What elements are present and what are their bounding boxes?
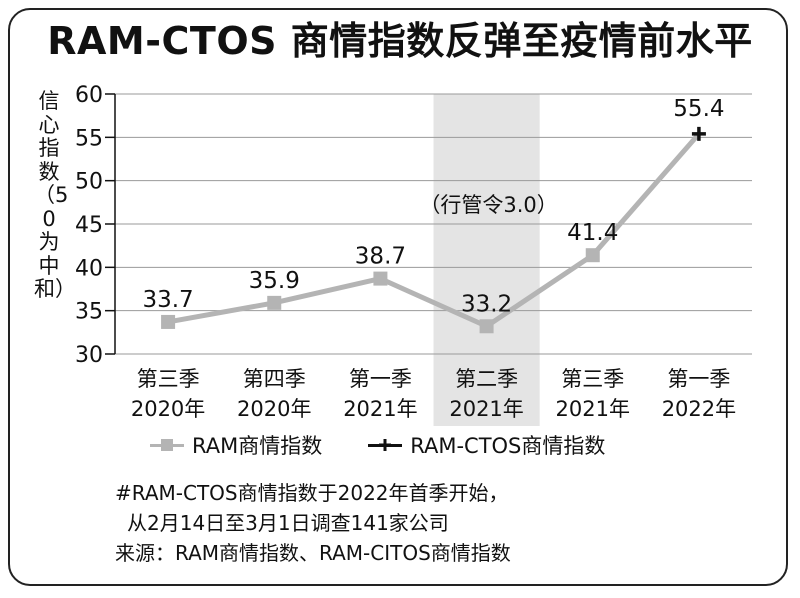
x-tick-label-0-1: 2020年 <box>131 397 205 421</box>
x-tick-label-5-1: 2022年 <box>662 397 736 421</box>
chart-title: RAM-CTOS 商情指数反弹至疫情前水平 <box>47 19 753 63</box>
x-tick-label-1-0: 第四季 <box>243 367 306 391</box>
y-tick-label-45: 45 <box>75 213 103 238</box>
x-tick-label-1-1: 2020年 <box>237 397 311 421</box>
data-point-ram-0 <box>161 314 176 329</box>
shaded-region <box>433 94 540 426</box>
y-tick-label-55: 55 <box>75 126 103 151</box>
legend-label-ram-ctos: RAM-CTOS商情指数 <box>410 434 606 458</box>
x-tick-label-4-0: 第三季 <box>561 367 624 391</box>
data-point-ram-ctos-5 <box>691 126 706 141</box>
data-point-ram-1 <box>267 295 282 310</box>
data-point-ram-4 <box>585 248 600 263</box>
y-tick-label-30: 30 <box>75 343 103 368</box>
legend-marker-ram-ctos <box>368 435 403 455</box>
x-tick-label-5-0: 第一季 <box>667 367 730 391</box>
data-point-ram-2 <box>373 271 388 286</box>
chart-legend: RAM商情指数 RAM-CTOS商情指数 <box>150 430 651 460</box>
x-tick-label-2-1: 2021年 <box>343 397 417 421</box>
data-label-ram-1: 35.9 <box>249 268 300 294</box>
legend-item-ram: RAM商情指数 <box>150 430 322 460</box>
legend-marker-ram <box>150 435 184 455</box>
x-tick-label-3-1: 2021年 <box>449 397 523 421</box>
data-label-ram-4: 41.4 <box>567 220 618 246</box>
x-tick-label-0-0: 第三季 <box>137 367 200 391</box>
note-line-2: 从2月14日至3月1日调查141家公司 <box>127 511 449 535</box>
legend-item-ram-ctos: RAM-CTOS商情指数 <box>368 430 605 460</box>
y-tick-label-50: 50 <box>75 170 103 195</box>
y-tick-label-60: 60 <box>75 83 103 108</box>
y-tick-label-40: 40 <box>75 256 103 281</box>
data-label-ram-ctos-5: 55.4 <box>673 96 724 122</box>
x-tick-label-2-0: 第一季 <box>349 367 412 391</box>
legend-label-ram: RAM商情指数 <box>192 434 323 458</box>
data-label-ram-3: 33.2 <box>461 291 512 317</box>
data-label-ram-0: 33.7 <box>142 287 193 313</box>
note-line-1: #RAM-CTOS商情指数于2022年首季开始， <box>115 481 509 505</box>
shaded-region-label: （行管令3.0） <box>419 193 557 217</box>
data-label-ram-2: 38.7 <box>355 244 406 270</box>
x-tick-label-3-0: 第二季 <box>455 367 518 391</box>
x-tick-label-4-1: 2021年 <box>556 397 630 421</box>
chart-frame <box>8 8 788 586</box>
source-line: 来源：RAM商情指数、RAM-CITOS商情指数 <box>115 541 511 565</box>
chart-notes: #RAM-CTOS商情指数于2022年首季开始， 从2月14日至3月1日调查14… <box>115 478 511 568</box>
series-connector <box>590 131 702 258</box>
y-tick-label-35: 35 <box>75 300 103 325</box>
data-point-ram-3 <box>479 319 494 334</box>
